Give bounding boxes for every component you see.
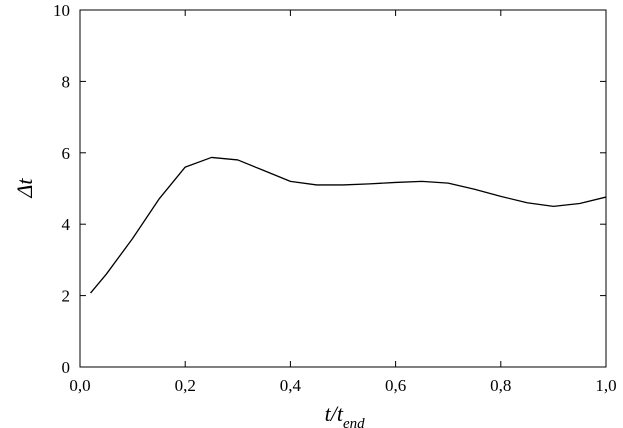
data-line: [90, 156, 607, 294]
plot-frame: [79, 9, 607, 368]
y-tick-label: 2: [62, 287, 71, 306]
y-tick-label: 6: [62, 144, 71, 163]
x-tick-label: 0,6: [385, 376, 406, 395]
x-tick-label: 0,4: [280, 376, 302, 395]
y-tick-label: 4: [62, 215, 71, 234]
y-tick-label: 8: [62, 72, 71, 91]
y-tick-label: 10: [53, 1, 70, 20]
x-tick-label: 0,0: [69, 376, 90, 395]
x-tick-label: 1,0: [595, 376, 616, 395]
y-axis-label: Δt: [12, 178, 37, 199]
x-tick-label: 0,8: [490, 376, 511, 395]
y-tick-label: 0: [62, 358, 71, 377]
x-axis-label: t/t: [325, 401, 344, 426]
x-tick-label: 0,2: [175, 376, 196, 395]
x-axis-label-subscript: end: [343, 416, 365, 428]
